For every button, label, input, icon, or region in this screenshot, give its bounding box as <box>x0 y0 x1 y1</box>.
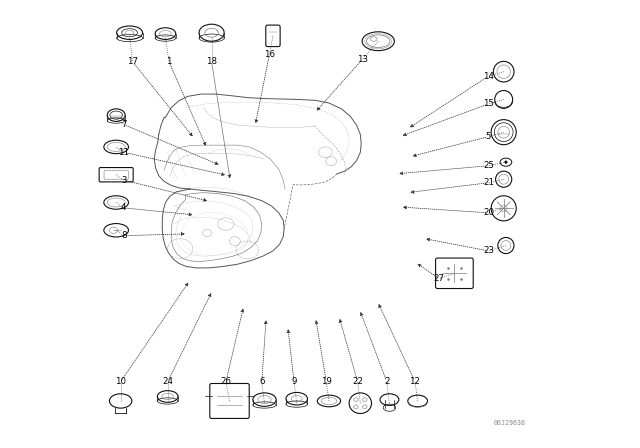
Text: 23: 23 <box>483 246 494 255</box>
Text: 4: 4 <box>121 203 127 212</box>
Text: 15: 15 <box>483 99 494 108</box>
Text: 20: 20 <box>483 208 494 217</box>
Text: 11: 11 <box>118 148 129 157</box>
Text: 24: 24 <box>162 377 173 386</box>
Text: 17: 17 <box>127 57 138 66</box>
Ellipse shape <box>504 161 508 164</box>
Text: 00J29638: 00J29638 <box>494 421 526 426</box>
Text: 10: 10 <box>115 377 126 386</box>
Text: 3: 3 <box>121 176 127 185</box>
Text: 2: 2 <box>384 377 390 386</box>
Text: 7: 7 <box>121 120 127 129</box>
Text: 8: 8 <box>121 231 127 240</box>
Text: 18: 18 <box>206 57 217 66</box>
Text: 9: 9 <box>291 377 297 386</box>
Text: 6: 6 <box>259 377 264 386</box>
Text: 27: 27 <box>434 274 445 283</box>
Text: 5: 5 <box>486 132 491 141</box>
Text: 13: 13 <box>357 55 368 64</box>
Text: 26: 26 <box>220 377 232 386</box>
Text: 19: 19 <box>321 377 332 386</box>
Text: 1: 1 <box>166 57 172 66</box>
Text: 12: 12 <box>410 377 420 386</box>
Text: 16: 16 <box>264 50 275 59</box>
Text: 25: 25 <box>483 161 494 170</box>
Text: 21: 21 <box>483 178 494 187</box>
Text: 22: 22 <box>352 377 363 386</box>
Text: 14: 14 <box>483 72 494 81</box>
